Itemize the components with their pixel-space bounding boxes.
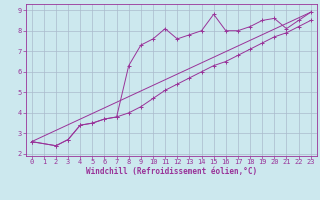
X-axis label: Windchill (Refroidissement éolien,°C): Windchill (Refroidissement éolien,°C) xyxy=(86,167,257,176)
